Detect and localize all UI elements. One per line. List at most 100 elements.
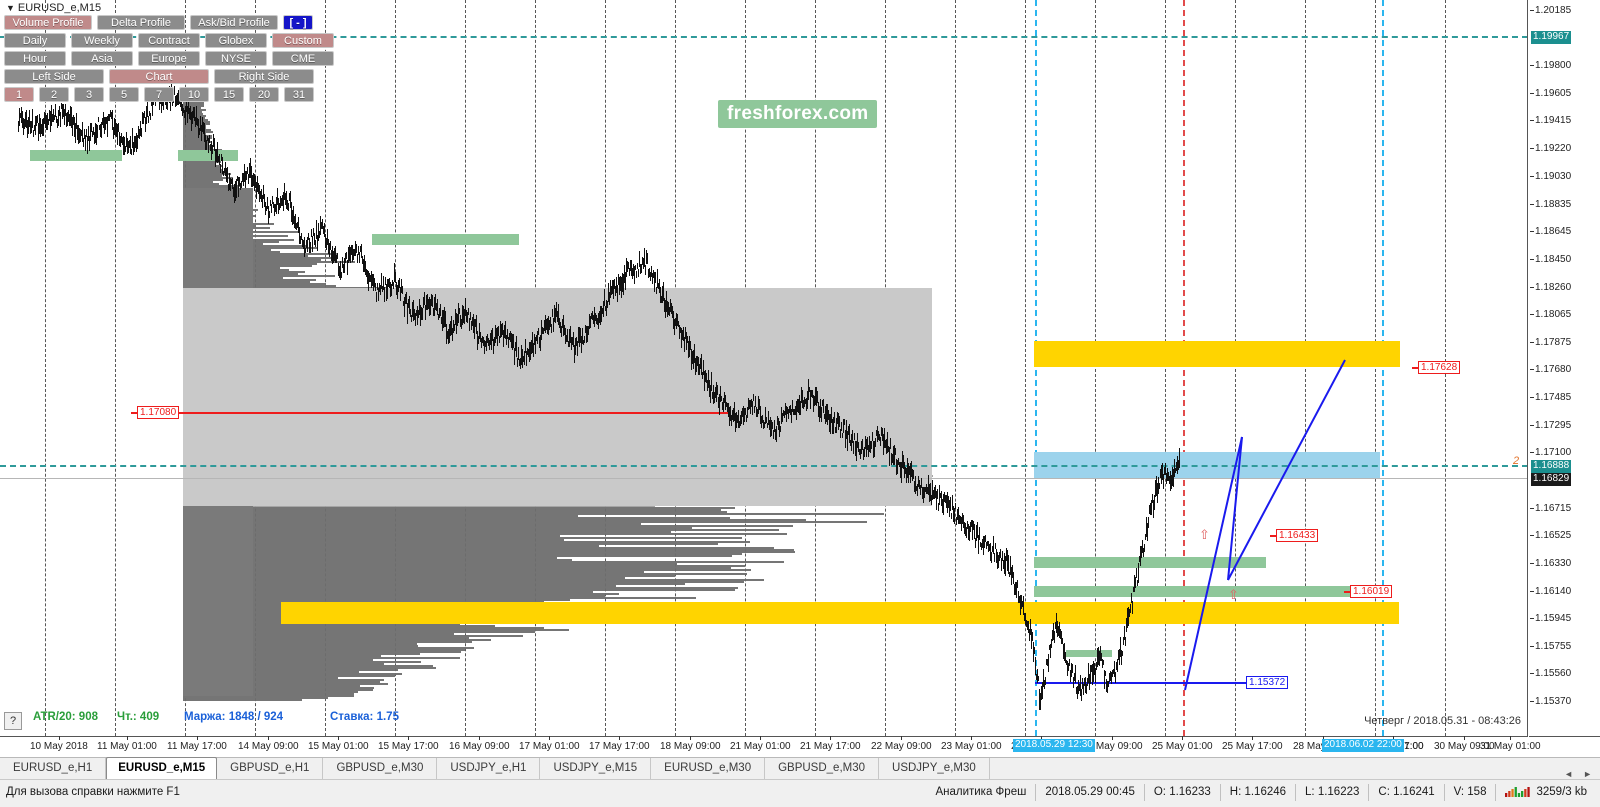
candle-bar [299,227,300,244]
candle-bar [239,177,240,186]
vp-button-daily[interactable]: Daily [4,33,66,48]
candle-bar [960,516,961,524]
candle-bar [736,412,737,428]
tab-scroll-left-icon[interactable]: ◄ [1564,769,1574,779]
chart-canvas[interactable]: ⇧ ⇧ 1.17628 1.16433 1.16019 1.15372 1.17080 ▼… [0,0,1528,737]
volume-profile-bar [183,625,496,627]
vp-button-asia[interactable]: Asia [71,51,133,66]
candle-bar [971,520,972,527]
vp-button-hour[interactable]: Hour [4,51,66,66]
volume-profile-bar [183,575,676,577]
vp-button-15[interactable]: 15 [214,87,244,102]
time-axis[interactable]: 10 May 2018 11 May 01:00 11 May 17:00 14 Ma… [0,736,1541,756]
chart-help-button[interactable]: ? [4,712,22,730]
candle-bar [1018,591,1019,603]
chart-tab-bar[interactable]: EURUSD_e,H1 EURUSD_e,M15 GBPUSD_e,H1 GBPUSD… [0,757,1600,780]
candle-bar [22,111,23,128]
candle-bar [83,138,84,147]
candle-bar [141,128,142,137]
candle-bar [635,265,636,270]
candle-bar [66,113,67,127]
candle-bar [420,305,421,326]
tab-eurusd-e-m30[interactable]: EURUSD_e,M30 [651,758,766,779]
candle-bar [903,455,904,469]
candle-bar [825,406,826,424]
vp-button-left-side[interactable]: Left Side [4,69,104,84]
tab-eurusd-e-h1[interactable]: EURUSD_e,H1 [0,758,107,779]
vp-button-[interactable]: [ - ] [283,15,313,30]
candle-bar [185,106,186,125]
candle-bar [137,135,138,149]
tab-eurusd-e-m15[interactable]: EURUSD_e,M15 [106,757,218,780]
volume-profile-bar [183,285,336,287]
candle-bar [1054,631,1055,643]
candle-bar [194,107,195,121]
candle-bar [1059,622,1060,638]
tab-usdjpy-e-m15[interactable]: USDJPY_e,M15 [540,758,652,779]
tab-gbpusd-e-m30[interactable]: GBPUSD_e,M30 [323,758,438,779]
vp-button-weekly[interactable]: Weekly [71,33,133,48]
candle-bar [781,407,782,424]
vp-button-ask-bid-profile[interactable]: Ask/Bid Profile [190,15,278,30]
grid-line-vertical [1305,0,1306,736]
vp-button-3[interactable]: 3 [74,87,104,102]
candle-bar [990,543,991,561]
vp-button-custom[interactable]: Custom [272,33,334,48]
candle-bar [1151,500,1152,515]
tab-usdjpy-e-m30[interactable]: USDJPY_e,M30 [879,758,990,779]
candle-bar [1062,638,1063,644]
vp-button-nyse[interactable]: NYSE [205,51,267,66]
level-line-teal[interactable] [0,36,1527,38]
chart-price-tag[interactable]: 1.15372 [1239,676,1289,689]
vp-button-31[interactable]: 31 [284,87,314,102]
candle-bar [326,238,327,250]
candle-bar [117,124,118,145]
chart-price-tag[interactable]: 1.16433 [1269,529,1319,542]
level-line-red[interactable] [167,412,730,414]
vp-button-contract[interactable]: Contract [138,33,200,48]
volume-profile-bar [183,669,398,671]
candle-bar [622,273,623,292]
candle-bar [890,438,891,449]
candle-bar [241,181,242,188]
vp-button-20[interactable]: 20 [249,87,279,102]
candle-bar [868,445,869,457]
vp-button-7[interactable]: 7 [144,87,174,102]
tab-scroll-controls[interactable]: ◄ ► [1564,769,1600,779]
tab-usdjpy-e-h1[interactable]: USDJPY_e,H1 [437,758,541,779]
candle-bar [589,314,590,329]
vp-button-2[interactable]: 2 [39,87,69,102]
candle-bar [340,261,341,280]
level-line-blue[interactable] [1035,682,1250,684]
vp-button-delta-profile[interactable]: Delta Profile [97,15,185,30]
chart-price-tag[interactable]: 1.17628 [1411,361,1461,374]
candle-bar [517,358,518,367]
tab-gbpusd-e-m30[interactable]: GBPUSD_e,M30 [765,758,880,779]
vp-button-volume-profile[interactable]: Volume Profile [4,15,92,30]
candle-bar [377,283,378,290]
vp-button-europe[interactable]: Europe [138,51,200,66]
candle-bar [1161,465,1162,484]
tab-scroll-right-icon[interactable]: ► [1583,769,1592,779]
vp-button-right-side[interactable]: Right Side [214,69,314,84]
chart-price-tag[interactable]: 1.17080 [130,406,180,419]
status-help-text: Для вызова справки нажмите F1 [6,786,180,798]
level-line-grey[interactable] [0,478,1527,479]
price-axis[interactable]: 1.20185 1.19800 1.19605 1.19415 1.19220 1.190… [1513,0,1600,737]
vp-button-5[interactable]: 5 [109,87,139,102]
vp-button-10[interactable]: 10 [179,87,209,102]
chart-price-tag[interactable]: 1.16019 [1343,585,1393,598]
candle-bar [803,400,804,409]
volume-profile-panel[interactable]: Volume Profile Delta Profile Ask/Bid Profi… [4,15,334,105]
candle-bar [205,135,206,150]
vp-button-chart[interactable]: Chart [109,69,209,84]
candle-bar [75,123,76,143]
price-axis-tick: 1.18835 [1529,199,1572,210]
level-line-teal[interactable] [0,465,1527,467]
vp-button-globex[interactable]: Globex [205,33,267,48]
candle-bar [822,400,823,406]
vp-button-cme[interactable]: CME [272,51,334,66]
tab-gbpusd-e-h1[interactable]: GBPUSD_e,H1 [217,758,324,779]
candle-bar [1008,555,1009,574]
vp-button-1[interactable]: 1 [4,87,34,102]
